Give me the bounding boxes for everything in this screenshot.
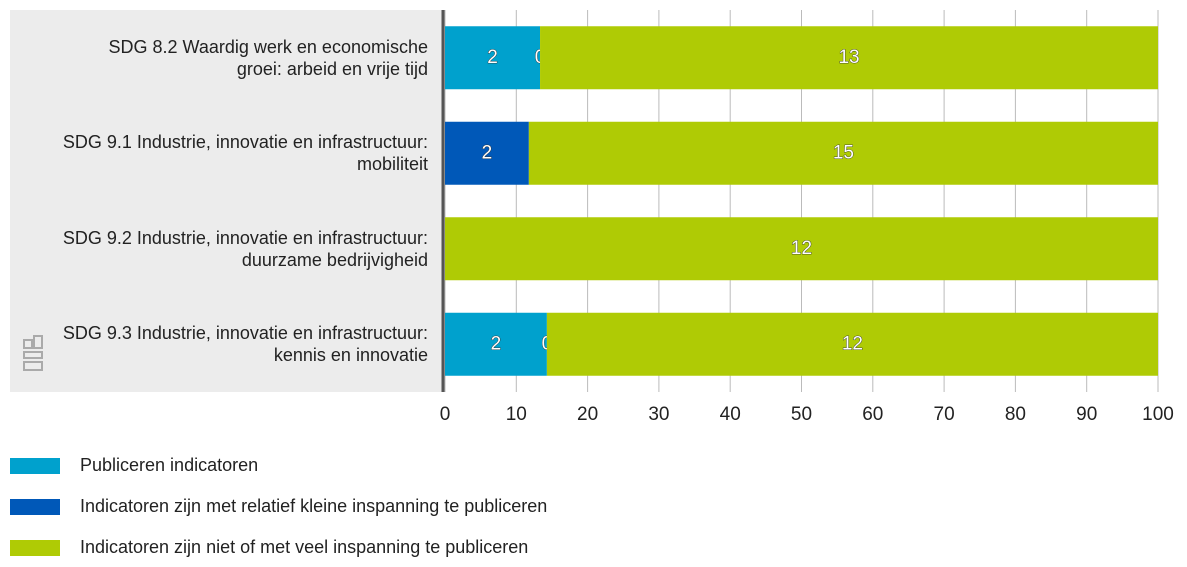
x-tick-label: 40 [720,404,741,425]
data-label: 2 [487,47,498,68]
bar-segment [528,121,1158,185]
x-tick-label: 10 [506,404,527,425]
legend-swatch [10,458,60,474]
bar-segment [445,26,541,90]
legend-label: Indicatoren zijn niet of met veel inspan… [80,537,529,557]
bar-segment [540,26,1158,90]
x-tick-label: 80 [1005,404,1026,425]
legend-swatch [10,540,60,556]
x-tick-label: 50 [791,404,812,425]
data-label: 2 [491,333,502,354]
label-panel [10,10,443,392]
data-label: 2 [482,142,493,163]
bar-segment [445,312,547,376]
legend-swatch [10,499,60,515]
bar-segment [445,217,1158,281]
data-label: 12 [791,238,812,259]
data-label: 15 [833,142,854,163]
x-tick-label: 90 [1076,404,1097,425]
x-tick-label: 20 [577,404,598,425]
x-tick-label: 60 [862,404,883,425]
category-label: SDG 8.2 Waardig werk en economische groe… [108,36,428,79]
category-label: SDG 9.1 Industrie, innovatie en infrastr… [62,132,428,175]
bar-segment [445,121,529,185]
legend-label: Indicatoren zijn met relatief kleine ins… [80,496,548,516]
x-tick-label: 30 [648,404,669,425]
x-tick-label: 0 [440,404,451,425]
legend-label: Publiceren indicatoren [80,455,259,475]
category-label: SDG 9.3 Industrie, innovatie en infrastr… [62,323,428,366]
x-tick-label: 70 [934,404,955,425]
data-label: 12 [842,333,863,354]
x-tick-label: 100 [1142,404,1174,425]
data-label: 13 [838,47,859,68]
logo [23,335,43,371]
bar-segment [546,312,1158,376]
category-label: SDG 9.2 Industrie, innovatie en infrastr… [62,227,428,270]
